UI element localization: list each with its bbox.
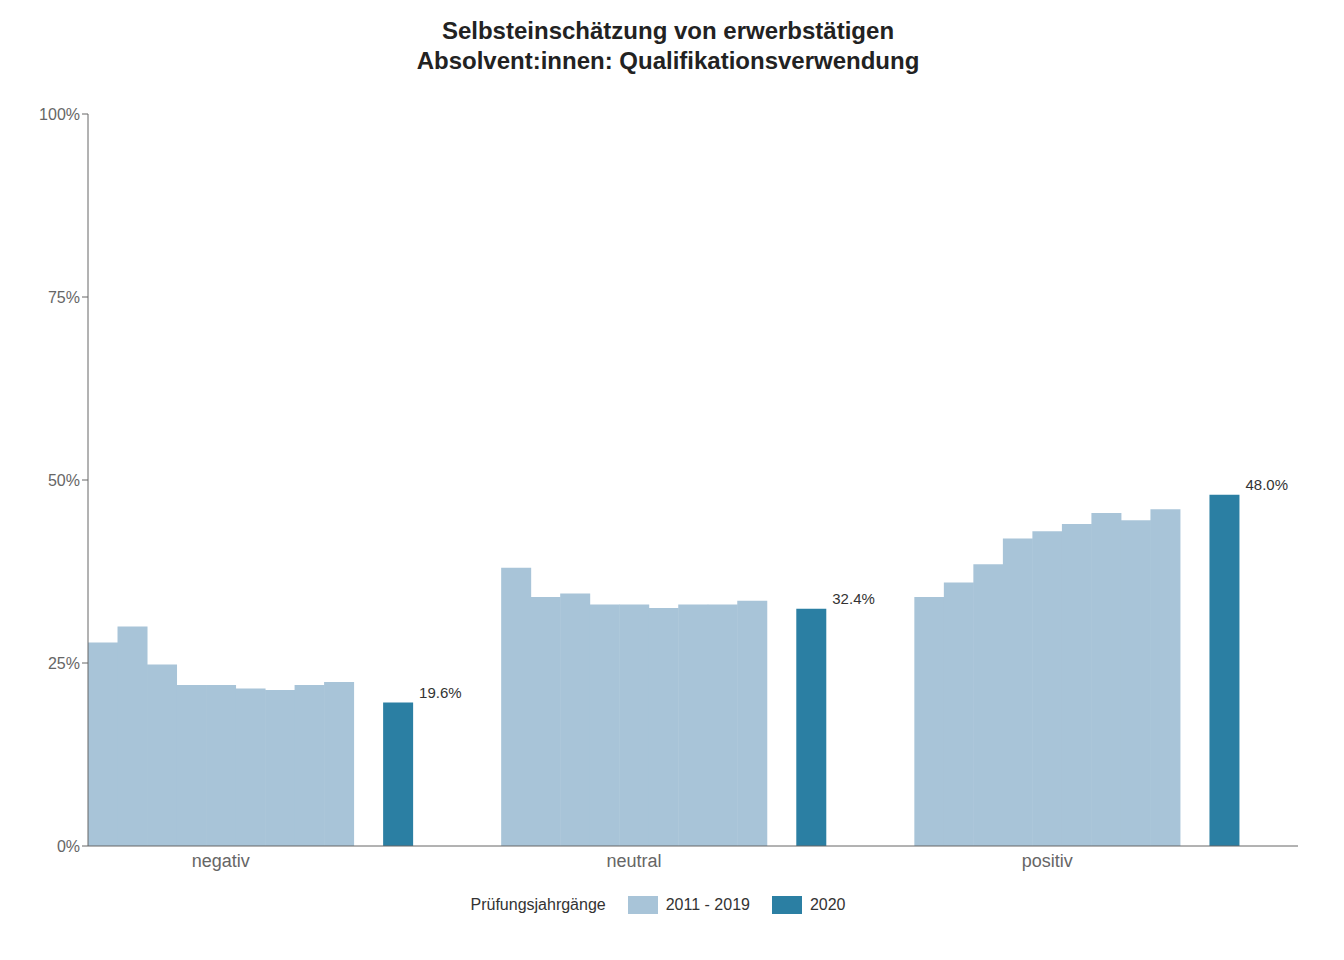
html-text:Prüfungsjahrgänge: Prüfungsjahrgänge [470, 896, 606, 913]
html-text:2020: 2020 [809, 896, 846, 913]
svg-text:neutral: neutral [606, 851, 661, 871]
html-text:Selbsteinschätzung von erwerbs: Selbsteinschätzung von erwerbstätigen Ab… [416, 17, 920, 74]
svg-text:positiv: positiv [1022, 851, 1073, 871]
svg-text:75%: 75% [48, 289, 80, 306]
svg-text:50%: 50% [48, 472, 80, 489]
svg-text:32.4%: 32.4% [832, 590, 875, 607]
html-text:2011 - 2019: 2011 - 2019 [665, 896, 750, 913]
svg-text:100%: 100% [39, 106, 80, 123]
svg-text:negativ: negativ [192, 851, 250, 871]
svg-text:48.0%: 48.0% [1245, 476, 1288, 493]
svg-text:0%: 0% [57, 838, 80, 855]
svg-text:19.6%: 19.6% [419, 684, 462, 701]
svg-text:25%: 25% [48, 655, 80, 672]
